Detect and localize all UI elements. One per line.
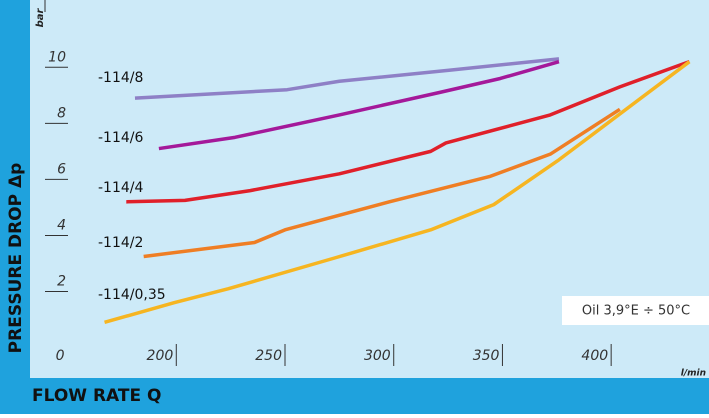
y-tick-label: 6: [57, 161, 66, 177]
series-line: [126, 60, 691, 204]
series-line: [104, 60, 691, 325]
series-label: -114/6: [98, 130, 143, 146]
x-tick-label: 300: [364, 348, 391, 364]
series-label: -114/4: [98, 180, 143, 196]
annotation: Oil 3,9°E ÷ 50°C: [582, 304, 690, 319]
y-axis-title: PRESSURE DROP Δp: [6, 163, 26, 354]
x-tick-label: 400: [581, 348, 608, 364]
y-tick-label: 4: [57, 217, 66, 233]
series-label: -114/2: [98, 235, 143, 251]
x-tick-label: 250: [255, 348, 282, 364]
series-label: -114/8: [98, 70, 143, 86]
y-tick-label: 10: [48, 49, 66, 65]
y-unit: bar: [35, 8, 46, 28]
x-tick-label: 350: [473, 348, 500, 364]
x-tick-label: 0: [56, 348, 65, 364]
x-axis-title: FLOW RATE Q: [32, 386, 161, 406]
x-tick-label: 200: [147, 348, 174, 364]
y-tick-label: 8: [57, 105, 66, 121]
y-tick-label: 2: [57, 274, 66, 290]
series-line: [158, 59, 560, 151]
series-line: [134, 57, 560, 100]
series-label: -114/0,35: [98, 287, 166, 303]
series-line: [143, 107, 621, 259]
x-unit: l/min: [681, 369, 706, 379]
annotation-box: [562, 296, 709, 325]
